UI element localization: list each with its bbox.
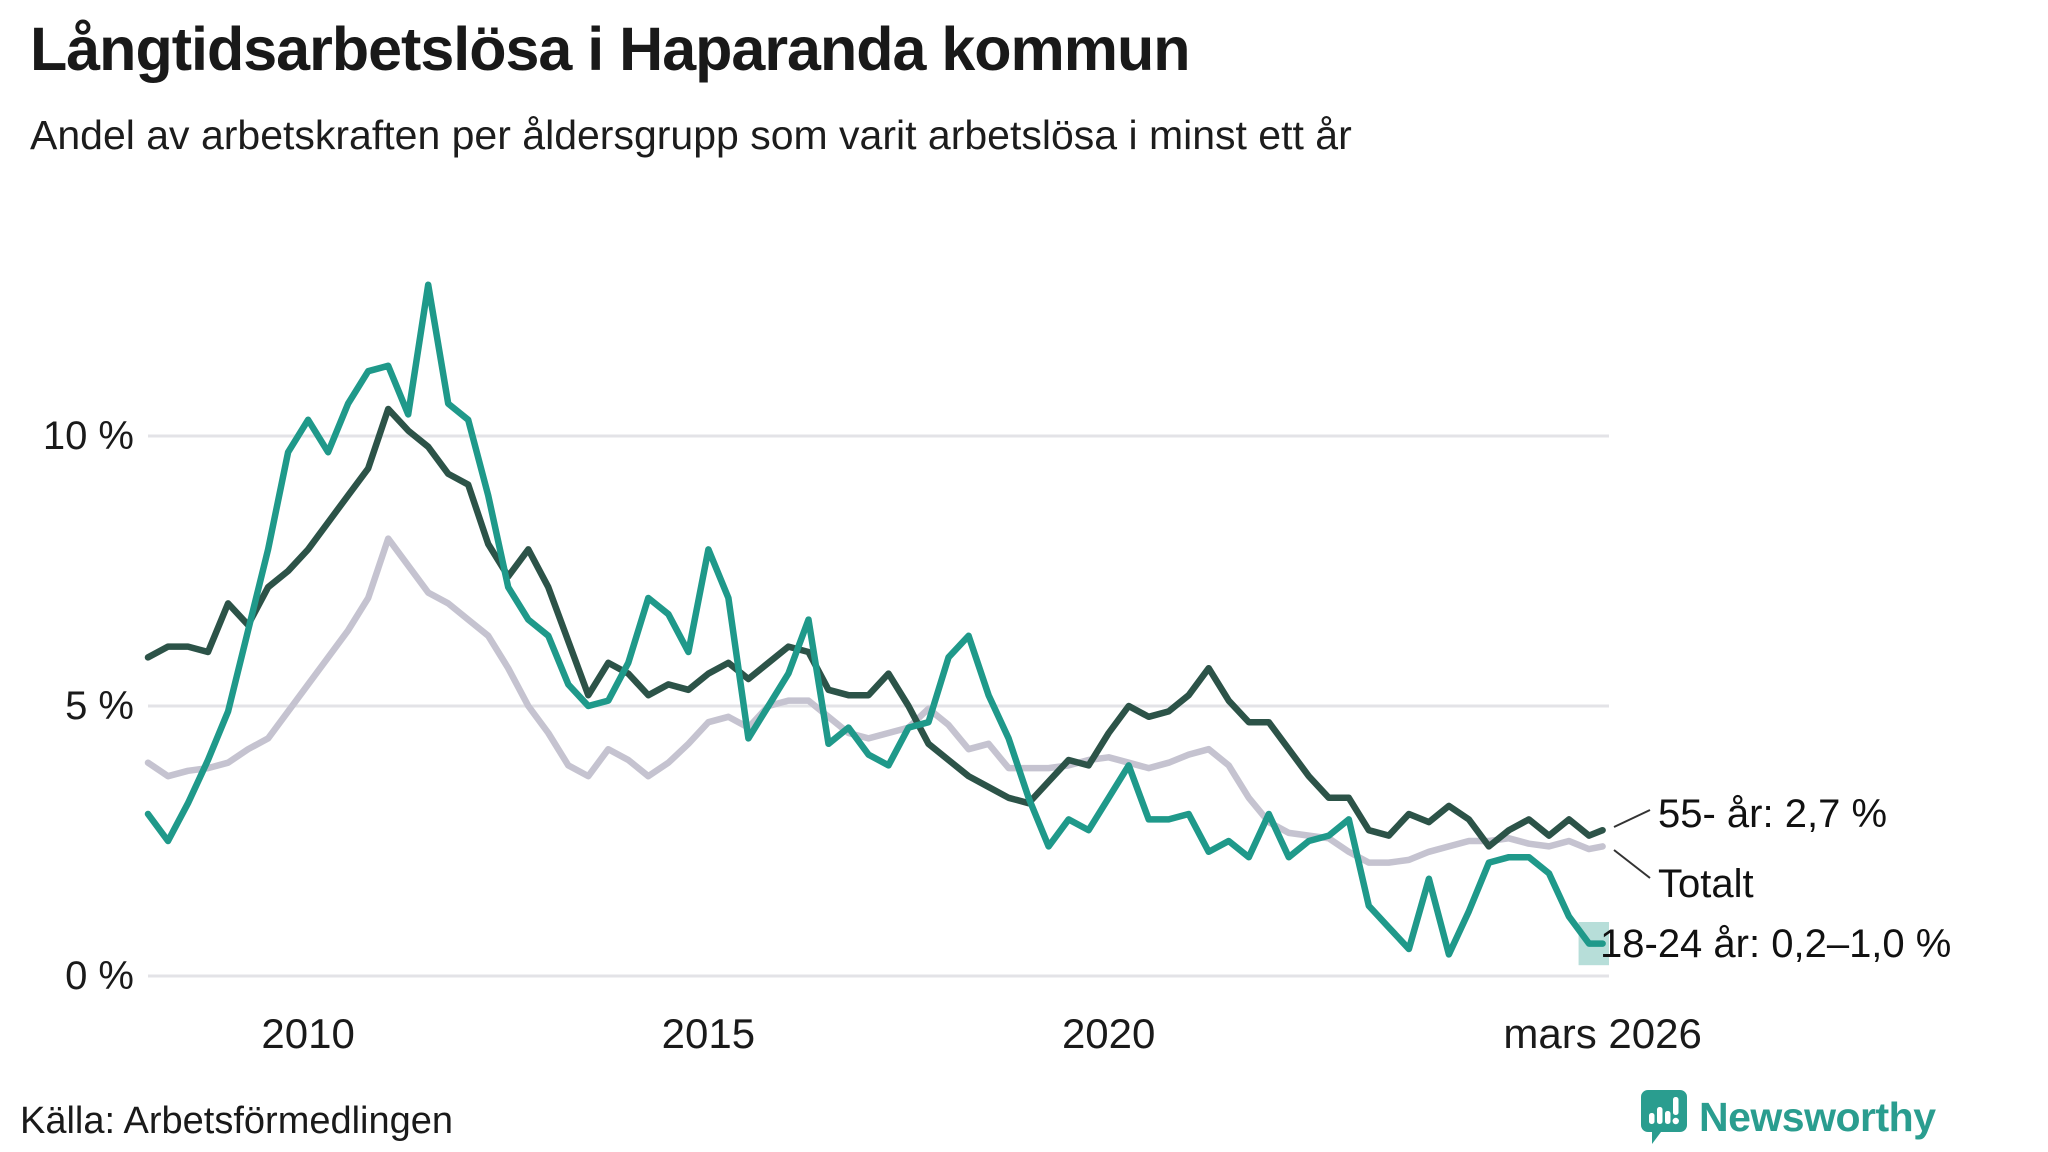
- bar-chart-speech-bubble-icon: [1641, 1090, 1687, 1144]
- page-title: Långtidsarbetslösa i Haparanda kommun: [30, 15, 1191, 83]
- x-tick-label: 2015: [661, 1010, 756, 1057]
- chart-subtitle: Andel av arbetskraften per åldersgrupp s…: [30, 112, 1352, 158]
- connector-totalt: [1613, 849, 1651, 879]
- newsworthy-wordmark: Newsworthy: [1699, 1094, 1936, 1140]
- x-tick-label: 2020: [1061, 1010, 1156, 1057]
- x-tick-label: 2010: [261, 1010, 355, 1057]
- newsworthy-logo: Newsworthy: [1641, 1090, 1936, 1144]
- y-tick-label: 0 %: [65, 954, 134, 998]
- series-line-18-24år: [144, 281, 1606, 958]
- y-tick-label: 10 %: [42, 414, 134, 458]
- annotation-18-24-ar: 18-24 år: 0,2–1,0 %: [1600, 922, 1952, 966]
- x-tick-label: mars 2026: [1503, 1010, 1702, 1057]
- connector-55-ar: [1613, 809, 1651, 828]
- series-line-55-år: [144, 405, 1606, 850]
- annotation-55-ar: 55- år: 2,7 %: [1658, 792, 1888, 836]
- source-caption: Källa: Arbetsförmedlingen: [20, 1100, 454, 1142]
- series-line-Totalt: [144, 535, 1606, 866]
- annotation-totalt: Totalt: [1658, 862, 1754, 906]
- y-tick-label: 5 %: [65, 684, 134, 728]
